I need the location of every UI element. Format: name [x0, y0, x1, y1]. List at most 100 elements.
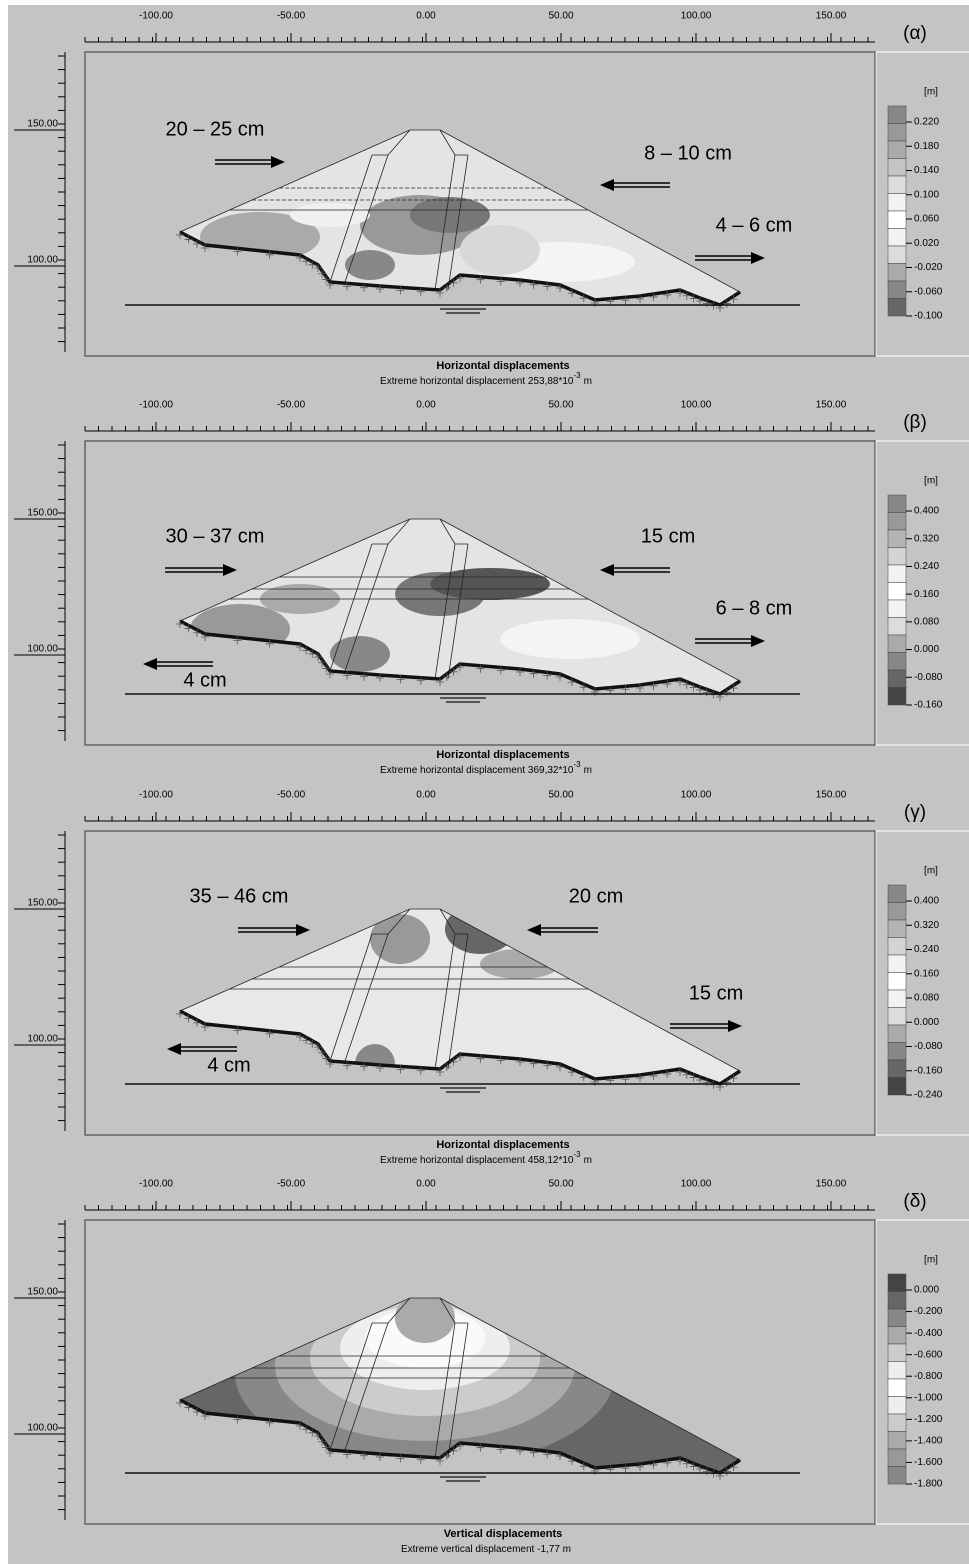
node-marker [308, 649, 317, 658]
node-marker [343, 1450, 351, 1459]
node-marker [543, 1450, 552, 1459]
panel-label: (γ) [904, 802, 926, 823]
arrow-head [728, 1020, 742, 1032]
x-tick-label: 150.00 [816, 1179, 847, 1190]
node-marker [696, 297, 704, 305]
annotation: 6 – 8 cm [716, 597, 793, 619]
legend-swatch [887, 972, 907, 991]
legend-swatch [887, 1077, 907, 1096]
node-marker [529, 669, 538, 678]
legend-swatch [887, 1431, 907, 1450]
legend-label: 0.320 [914, 920, 939, 931]
node-marker [396, 1454, 405, 1463]
node-marker [529, 280, 538, 289]
node-marker [314, 1043, 322, 1051]
node-marker [476, 1443, 485, 1452]
filter-line [344, 543, 389, 672]
arrow-head [751, 635, 765, 647]
node-marker [314, 264, 322, 272]
filter-line [447, 543, 469, 680]
plot-title: Horizontal displacements [436, 749, 569, 761]
legend-swatch [887, 599, 907, 618]
arrow [670, 1023, 728, 1029]
node-marker [442, 672, 451, 681]
legend-label: -0.200 [914, 1306, 943, 1317]
contour-zone [430, 568, 550, 600]
x-tick-label: 50.00 [548, 400, 573, 411]
node-marker [556, 284, 564, 292]
node-marker [416, 676, 425, 685]
x-tick-label: -50.00 [277, 11, 306, 22]
node-marker [456, 1442, 464, 1450]
legend-label: 0.140 [914, 165, 939, 176]
node-marker [579, 683, 588, 692]
x-tick-label: -100.00 [139, 11, 173, 22]
node-marker [396, 1065, 405, 1074]
legend-label: -0.160 [914, 1065, 943, 1076]
node-marker [296, 643, 304, 651]
legend-label: 0.000 [914, 1017, 939, 1028]
annotation: 15 cm [641, 525, 695, 547]
filter-top [439, 129, 468, 156]
legend-swatch [887, 1378, 907, 1397]
node-marker [376, 1064, 384, 1072]
legend-swatch [887, 105, 907, 124]
plot-title: Horizontal displacements [436, 360, 569, 372]
node-marker [318, 269, 327, 278]
node-marker [676, 678, 684, 686]
node-marker [649, 292, 658, 301]
node-marker [529, 1059, 538, 1068]
x-tick-label: 100.00 [681, 790, 712, 801]
panel: -100.00 -50.00 0.00 50.00 100.00 150.00 (β) 150… [14, 400, 969, 776]
node-marker [663, 1458, 672, 1467]
node-marker [621, 685, 630, 694]
arrow-head [600, 179, 614, 191]
node-marker [343, 671, 351, 680]
contour-zone [290, 203, 370, 227]
node-marker [314, 1432, 322, 1440]
node-marker [396, 286, 405, 295]
filter-line [434, 1322, 456, 1459]
node-marker [193, 628, 201, 637]
y-tick-label: 150.00 [27, 898, 58, 909]
node-marker [176, 620, 184, 628]
legend-label: -0.080 [914, 672, 943, 683]
node-marker [442, 1062, 451, 1071]
node-marker [636, 1463, 644, 1471]
node-marker [702, 1078, 711, 1087]
legend-label: 0.400 [914, 896, 939, 907]
filter-line [344, 154, 389, 283]
node-marker [376, 285, 384, 293]
legend-label: -1.800 [914, 1479, 943, 1490]
node-marker [496, 1445, 505, 1454]
node-marker [436, 289, 444, 297]
node-marker [360, 1451, 368, 1460]
subtitle-exponent: -3 [573, 371, 581, 380]
legend-label: 0.240 [914, 561, 939, 572]
subtitle-exponent: -3 [573, 760, 581, 769]
node-marker [296, 1033, 304, 1041]
node-marker [649, 681, 658, 690]
legend-swatch [887, 1291, 907, 1310]
node-marker [201, 244, 209, 252]
legend-label: 0.080 [914, 616, 939, 627]
panel: -100.00 -50.00 0.00 50.00 100.00 150.00 (δ) 150… [14, 1179, 969, 1555]
y-tick-label: 150.00 [27, 1287, 58, 1298]
filter-line [344, 1322, 389, 1451]
legend-swatch [887, 902, 907, 921]
legend-swatch [887, 1273, 907, 1292]
node-marker [436, 1457, 444, 1465]
legend-swatch [887, 529, 907, 548]
node-marker [343, 282, 351, 291]
legend-swatch [887, 1448, 907, 1467]
node-marker [416, 1066, 425, 1075]
node-marker [436, 1068, 444, 1076]
node-marker [556, 1063, 564, 1071]
node-marker [709, 1469, 718, 1478]
legend-swatch [887, 564, 907, 583]
filter-line [329, 543, 373, 672]
node-marker [449, 667, 458, 676]
node-marker [201, 1412, 209, 1420]
arrow [614, 182, 670, 188]
panel: -100.00 -50.00 0.00 50.00 100.00 150.00 (α) 150… [14, 11, 969, 387]
